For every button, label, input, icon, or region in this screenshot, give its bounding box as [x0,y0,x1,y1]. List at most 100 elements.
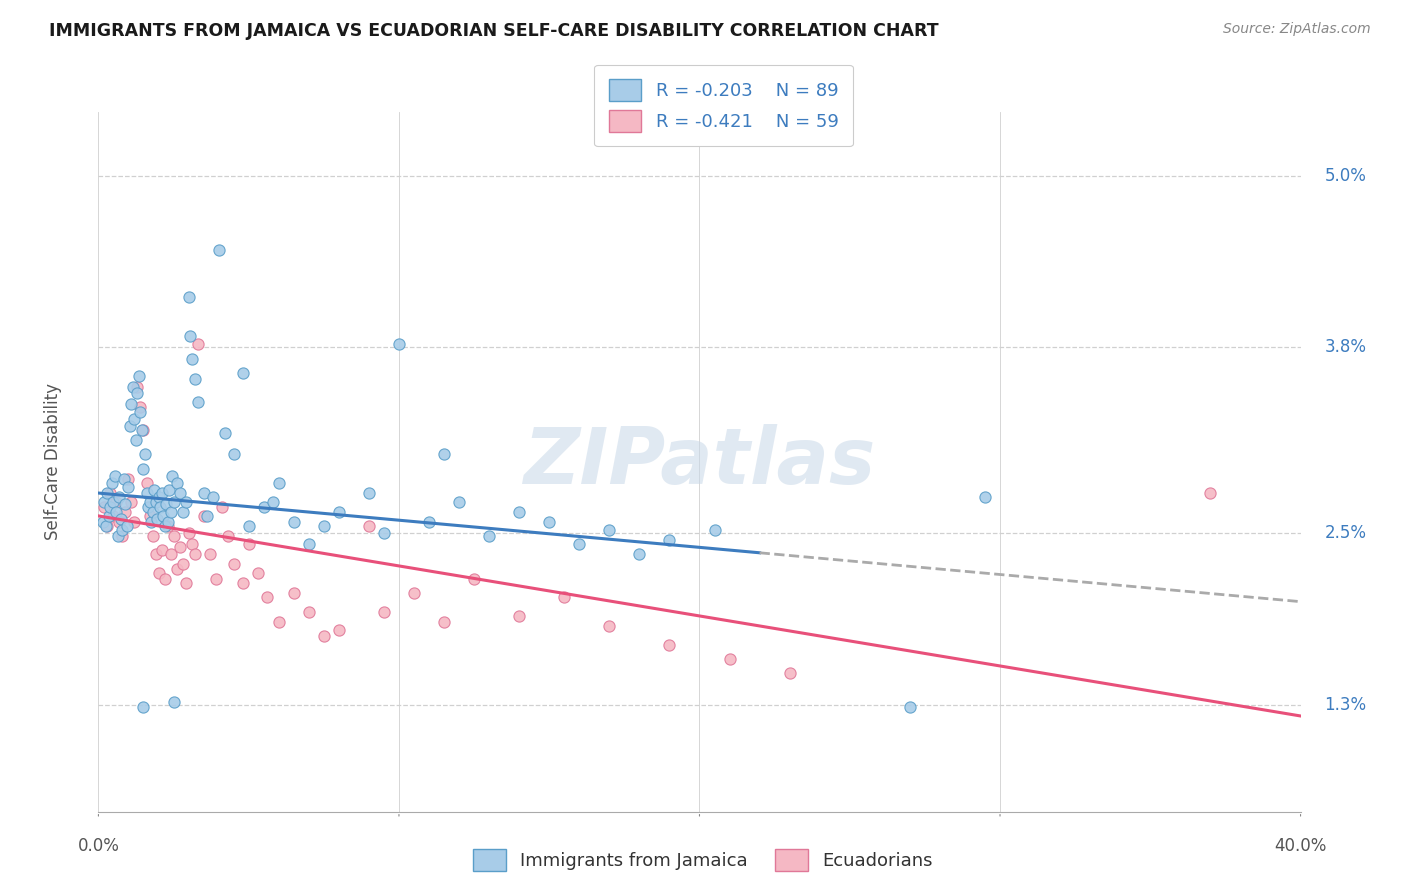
Point [214,425,236,440]
Point [232,576,254,591]
Point [447,494,470,508]
Point [153,572,176,586]
Point [136,500,159,515]
Point [238,537,260,551]
Point [122,380,145,394]
Point [172,505,194,519]
Point [898,700,921,714]
Point [135,476,157,491]
Point [718,652,741,666]
Point [107,529,129,543]
Point [373,605,395,619]
Point [162,529,184,543]
Point [183,548,205,562]
Text: 1.3%: 1.3% [1324,696,1367,714]
Point [162,695,184,709]
Point [124,411,146,425]
Point [150,486,173,500]
Point [129,404,152,418]
Point [169,541,191,555]
Point [703,523,725,537]
Point [538,515,561,529]
Point [312,519,335,533]
Point [96,519,118,533]
Point [180,351,202,366]
Point [145,494,167,508]
Point [193,486,215,500]
Point [94,519,117,533]
Point [135,486,157,500]
Point [179,329,201,343]
Point [103,494,125,508]
Point [298,537,321,551]
Text: 5.0%: 5.0% [1324,167,1367,185]
Point [402,586,425,600]
Point [104,469,127,483]
Point [328,624,350,638]
Point [328,505,350,519]
Point [149,500,172,515]
Point [211,500,233,515]
Text: 2.5%: 2.5% [1324,524,1367,542]
Point [256,591,278,605]
Point [177,290,200,304]
Point [238,519,260,533]
Point [357,486,380,500]
Text: 3.8%: 3.8% [1324,338,1367,356]
Point [118,418,141,433]
Point [156,519,179,533]
Point [658,533,681,548]
Point [373,526,395,541]
Point [127,380,149,394]
Point [91,515,114,529]
Point [388,337,411,351]
Text: ZIPatlas: ZIPatlas [523,424,876,500]
Point [108,491,131,505]
Point [110,512,132,526]
Point [138,508,160,523]
Point [157,483,180,498]
Point [166,562,188,576]
Point [101,476,124,491]
Point [114,505,136,519]
Point [156,515,179,529]
Point [779,666,801,681]
Point [160,469,183,483]
Point [115,519,138,533]
Point [1199,486,1222,500]
Point [169,486,191,500]
Point [159,548,181,562]
Point [124,515,146,529]
Point [283,515,305,529]
Point [114,498,136,512]
Text: Self-Care Disability: Self-Care Disability [45,383,62,541]
Point [162,494,184,508]
Point [222,447,245,461]
Point [193,508,215,523]
Point [628,548,651,562]
Point [125,433,148,447]
Point [253,500,276,515]
Point [148,491,170,505]
Point [132,462,155,476]
Point [312,629,335,643]
Point [129,401,152,415]
Point [131,423,153,437]
Point [298,605,321,619]
Point [508,609,530,624]
Point [598,523,620,537]
Text: 40.0%: 40.0% [1274,838,1327,855]
Point [117,472,139,486]
Point [201,491,224,505]
Point [357,519,380,533]
Point [150,543,173,558]
Point [283,586,305,600]
Point [508,505,530,519]
Point [658,638,681,652]
Point [183,372,205,386]
Point [166,476,188,491]
Point [222,558,245,572]
Point [105,494,128,508]
Point [267,476,290,491]
Point [267,615,290,629]
